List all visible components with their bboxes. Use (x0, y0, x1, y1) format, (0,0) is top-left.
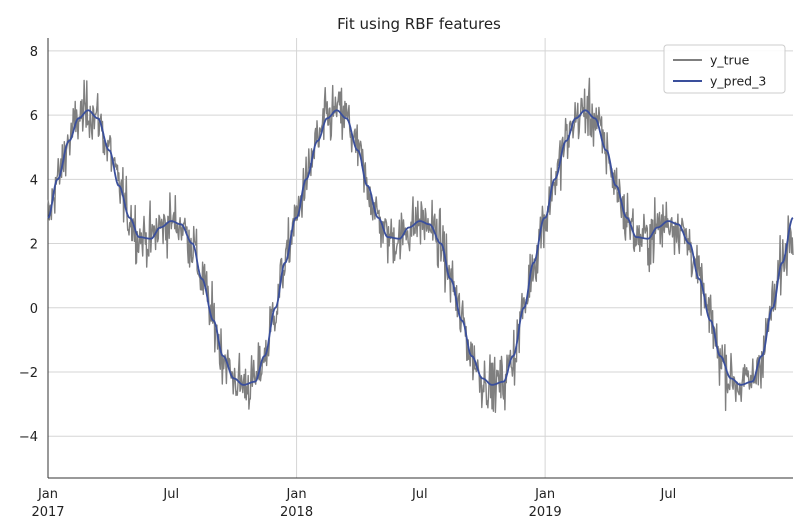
x-tick-label: Jul (411, 487, 428, 502)
x-tick-label: Jan (286, 487, 307, 502)
x-tick-label: Jan (534, 487, 555, 502)
y-tick-label: −2 (19, 366, 38, 381)
series-line-y-pred-3 (47, 109, 794, 386)
legend-label: y_pred_3 (710, 74, 766, 89)
x-tick-year-label: 2019 (529, 505, 562, 520)
chart-title: Fit using RBF features (337, 15, 501, 33)
data-series (47, 77, 794, 413)
y-tick-label: −4 (19, 430, 38, 445)
x-tick-year-label: 2018 (280, 505, 313, 520)
y-tick-label: 8 (30, 45, 38, 60)
x-tick-label: Jul (660, 487, 677, 502)
axes (47, 38, 793, 479)
y-tick-label: 2 (30, 238, 38, 253)
y-tick-label: 6 (30, 109, 38, 124)
legend: y_true y_pred_3 (663, 44, 786, 94)
x-tick-label: Jul (162, 487, 179, 502)
x-tick-year-label: 2017 (31, 505, 64, 520)
x-tick-label: Jan (37, 487, 58, 502)
y-tick-label: 0 (30, 302, 38, 317)
tick-labels: −4 −2 0 2 4 6 8 Jan 2017 Jul Jan 2018 Jul Jan 2019 Jul (19, 45, 676, 520)
y-tick-label: 4 (30, 173, 38, 188)
legend-label: y_true (710, 53, 750, 68)
